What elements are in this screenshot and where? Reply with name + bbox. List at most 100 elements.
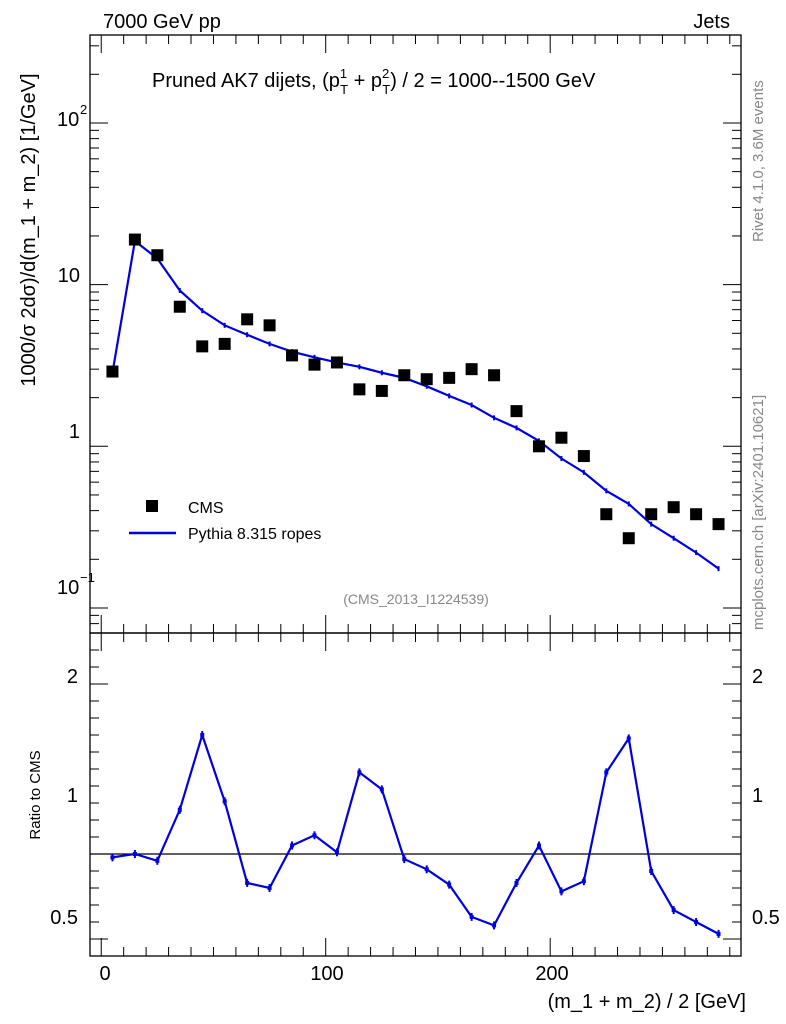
cms-point [645, 508, 658, 521]
ratio-point [245, 880, 250, 885]
title-sub-2: T [382, 82, 390, 97]
main-axis-ticks [90, 35, 741, 634]
ratio-y-tick-label-right-1: 1 [752, 785, 763, 807]
cms-point [263, 319, 276, 332]
legend: CMS Pythia 8.315 ropes [129, 500, 321, 543]
svg-text:2: 2 [80, 102, 87, 117]
cms-point [106, 365, 119, 378]
ratio-point [267, 886, 272, 890]
cms-point [173, 300, 186, 313]
ratio-panel: Ratio to CMS 2 1 0.5 2 1 0.5 0 100 200 (… [27, 632, 780, 1013]
x-axis-label: (m_1 + m_2) / 2 [GeV] [548, 991, 746, 1013]
legend-cms-marker [146, 500, 158, 512]
cms-point [353, 383, 366, 396]
ratio-point [514, 880, 519, 885]
cms-point [218, 337, 231, 350]
ratio-point [649, 869, 654, 873]
title-part-1: Pruned AK7 dijets, (p [152, 70, 340, 92]
ratio-y-tick-label-left-0: 0.5 [50, 907, 78, 929]
ratio-point [424, 867, 429, 872]
ratio-point [694, 920, 699, 924]
ratio-point [177, 807, 182, 812]
cms-point [128, 233, 141, 246]
title-sub-1: T [340, 82, 348, 97]
title-part-2: + p [348, 70, 382, 92]
rivet-version-text: Rivet 4.1.0, 3.6M events [750, 80, 767, 242]
header-left: 7000 GeV pp [103, 11, 221, 33]
ratio-point [581, 879, 586, 884]
cms-point [308, 358, 321, 371]
ratio-point [379, 787, 384, 792]
cms-point [532, 440, 545, 453]
header-right: Jets [693, 11, 730, 33]
ratio-point [290, 843, 295, 848]
ratio-y-axis-label: Ratio to CMS [27, 750, 44, 839]
cms-point [600, 508, 613, 521]
main-panel: Pruned AK7 dijets, (p1 T + p2 T) / 2 = 100… [18, 34, 742, 634]
ratio-point [132, 852, 137, 856]
main-frame [89, 34, 742, 634]
x-tick-label-0: 0 [99, 963, 110, 985]
cms-point [510, 405, 523, 418]
ratio-point [334, 850, 339, 855]
ratio-point [716, 931, 721, 936]
x-tick-label-200: 200 [535, 963, 568, 985]
ratio-point [110, 855, 115, 860]
ratio-series [110, 731, 721, 938]
legend-pythia-label: Pythia 8.315 ropes [188, 526, 321, 543]
title-sup-2: 2 [382, 66, 389, 81]
ratio-y-tick-label-left-1: 1 [67, 785, 78, 807]
cms-point [555, 431, 568, 444]
cms-point [667, 501, 680, 514]
ratio-y-tick-label-left-2: 2 [67, 666, 78, 688]
main-y-tick-label-3: 10 2 [57, 102, 87, 131]
x-tick-label-100: 100 [310, 963, 343, 985]
svg-text:10: 10 [57, 577, 79, 599]
ratio-point [222, 799, 227, 804]
ratio-point [155, 858, 160, 863]
cms-point [330, 356, 343, 369]
ratio-point [357, 770, 362, 775]
ratio-point [312, 833, 317, 838]
cms-point [398, 369, 411, 382]
ratio-point [200, 733, 205, 737]
cms-point [622, 532, 635, 545]
pythia-line [111, 239, 720, 570]
main-y-tick-label-2: 10 [58, 265, 80, 287]
ratio-point [536, 843, 541, 848]
ratio-y-tick-label-right-0: 0.5 [752, 907, 780, 929]
cms-point [465, 363, 478, 376]
ratio-point [604, 770, 609, 775]
ratio-y-tick-label-right-2: 2 [752, 666, 763, 688]
cms-point [577, 450, 590, 463]
title-sup-1: 1 [340, 66, 347, 81]
ratio-point [671, 908, 676, 913]
cms-point [241, 313, 254, 326]
main-y-tick-label-0: 10 −1 [57, 570, 95, 599]
main-y-axis-label: 1000/σ 2dσ)/d(m_1 + m_2) [1/GeV] [18, 73, 40, 386]
cms-point [690, 508, 703, 521]
cms-point [286, 349, 299, 362]
cms-series [106, 233, 725, 545]
pythia-series [111, 238, 720, 572]
main-title: Pruned AK7 dijets, (p1 T + p2 T) / 2 = 100… [152, 66, 596, 97]
analysis-watermark: (CMS_2013_I1224539) [343, 591, 489, 607]
ratio-point [626, 736, 631, 741]
ratio-point [402, 857, 407, 862]
ratio-point [492, 923, 497, 928]
cms-point [488, 369, 501, 382]
mcplots-source-text: mcplots.cern.ch [arXiv:2401.10621] [750, 395, 767, 630]
legend-cms-label: CMS [188, 500, 224, 517]
cms-point [712, 518, 725, 531]
cms-point [196, 340, 209, 353]
ratio-line [112, 731, 720, 935]
ratio-frame [89, 632, 742, 957]
ratio-axis-ticks [90, 633, 741, 956]
svg-text:−1: −1 [80, 570, 95, 585]
svg-text:10: 10 [57, 109, 79, 131]
ratio-point [469, 914, 474, 919]
main-y-tick-label-1: 1 [69, 421, 80, 443]
ratio-point [559, 889, 564, 894]
cms-point [443, 371, 456, 384]
